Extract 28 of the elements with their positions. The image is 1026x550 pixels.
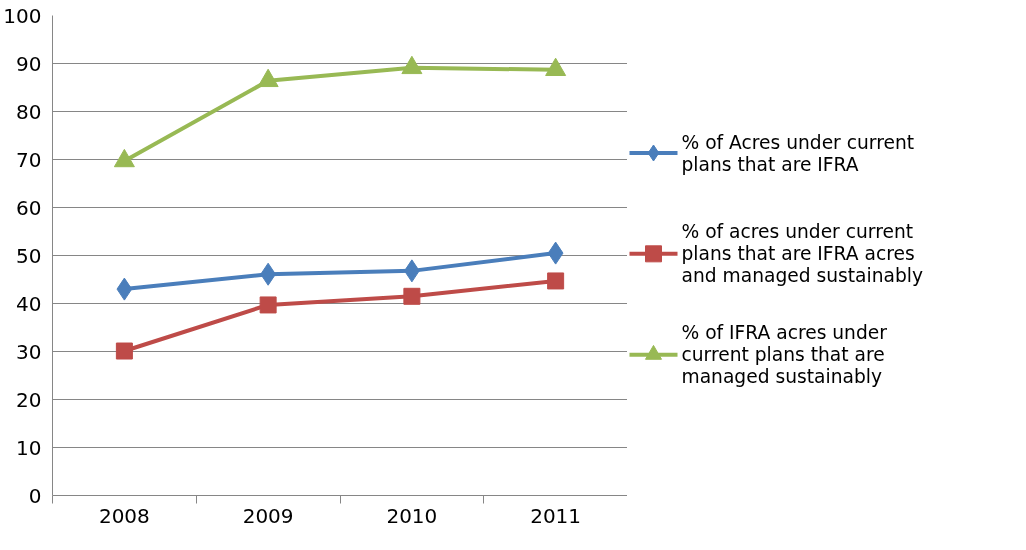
point	[257, 68, 279, 88]
x-tick-label: 2009	[242, 503, 294, 528]
point	[547, 272, 565, 290]
y-tick-label: 10	[16, 435, 42, 460]
point	[403, 287, 421, 305]
point	[545, 57, 567, 77]
point	[259, 296, 277, 314]
y-tick-label: 20	[16, 387, 42, 412]
y-tick-label: 0	[28, 483, 42, 508]
y-tick-label: 60	[16, 195, 42, 220]
point	[547, 241, 564, 265]
y-tick-label: 100	[3, 3, 42, 28]
x-tick-label: 2011	[530, 503, 582, 528]
point	[116, 277, 133, 301]
y-tick-label: 30	[16, 339, 42, 364]
point	[113, 148, 135, 168]
y-tick-label: 40	[16, 291, 42, 316]
legend-label: % of acres under current plans that are IFRA acres and managed sustainably	[681, 221, 924, 287]
y-tick-label: 90	[16, 51, 42, 76]
point	[115, 342, 133, 360]
point	[401, 55, 423, 75]
x-tick-label: 2010	[386, 503, 438, 528]
x-tick-label: 2008	[98, 503, 150, 528]
y-tick-label: 70	[16, 147, 42, 172]
y-tick-label: 80	[16, 99, 42, 124]
legend-label: % of Acres under current plans that are IFRA	[681, 131, 915, 175]
y-tick-label: 50	[16, 243, 42, 268]
legend-label: % of IFRA acres under current plans that are managed sustainably	[681, 322, 888, 388]
